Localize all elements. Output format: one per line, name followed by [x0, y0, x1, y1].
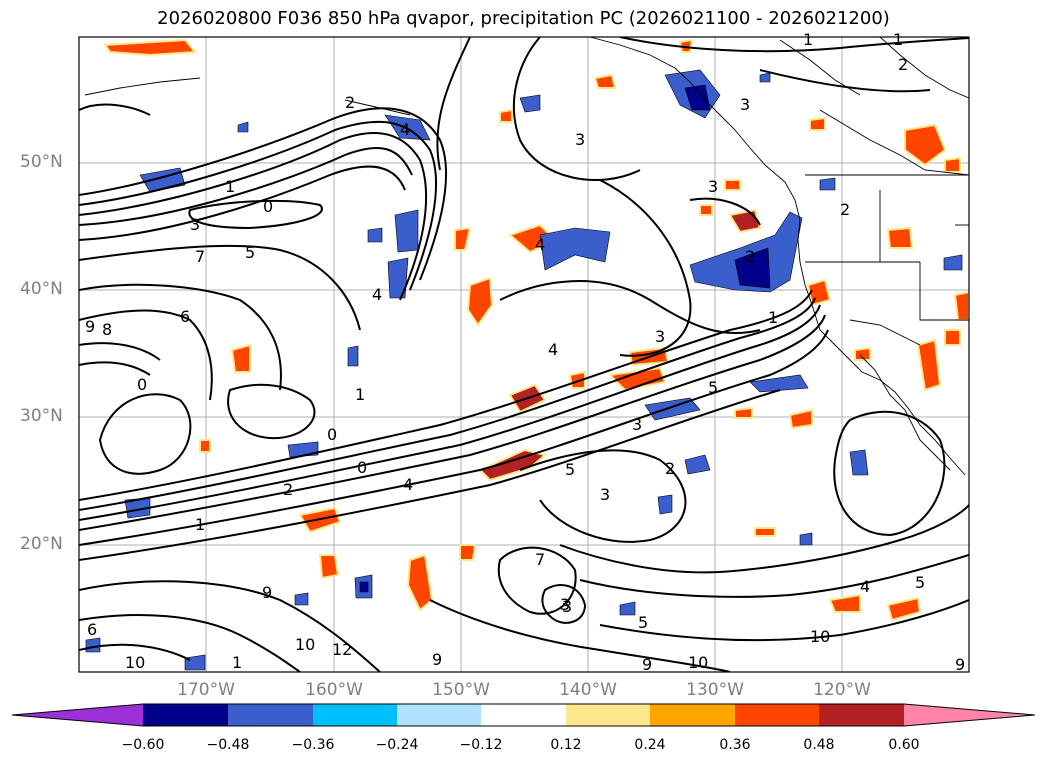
- colorbar-swatch: [650, 704, 735, 726]
- contour-label: 10: [810, 627, 830, 646]
- colorbar-extend-min: [12, 704, 143, 726]
- lon-label: 170°W: [177, 680, 235, 700]
- contour-label: 10: [688, 653, 708, 672]
- coastlines: [84, 37, 969, 476]
- lon-label: 130°W: [686, 680, 744, 700]
- contour-label: 2: [345, 93, 355, 112]
- contour-label: 12: [332, 640, 352, 659]
- contour-label: 4: [860, 577, 870, 596]
- contour-label: 0: [263, 197, 273, 216]
- contours: [79, 37, 969, 672]
- colorbar-tick-label: 0.24: [634, 737, 666, 753]
- map-background: [79, 37, 969, 672]
- contour-label: 3: [190, 215, 200, 234]
- contour-label: 5: [708, 378, 718, 397]
- contour-label-layer: 1 1 2 3 3 3 0 1 2 3 5 7 6 4 8 9 0 0 0 1 …: [85, 30, 965, 674]
- colorbar-swatch: [228, 704, 313, 726]
- contour-label: 2: [840, 200, 850, 219]
- contour-label: 0: [137, 375, 147, 394]
- contour-label: 7: [535, 550, 545, 569]
- contour-label: 4: [548, 340, 558, 359]
- contour-label: 7: [195, 247, 205, 266]
- contour-label: 1: [225, 177, 235, 196]
- contour-label: 4: [400, 120, 410, 139]
- colorbar-swatch: [735, 704, 819, 726]
- contour-label: 3: [560, 595, 570, 614]
- contour-label: 0: [357, 458, 367, 477]
- colorbar: [11, 703, 1036, 727]
- colorbar-extend-max: [904, 704, 1035, 726]
- contour-label: 2: [745, 247, 755, 266]
- colorbar-tick-label: −0.12: [459, 737, 503, 753]
- contour-label: 9: [85, 317, 95, 336]
- contour-label: 1: [768, 308, 778, 327]
- contour-label: 5: [915, 573, 925, 592]
- contour-label: 3: [708, 177, 718, 196]
- colorbar-swatch: [481, 704, 566, 726]
- colorbar-tick-label: 0.60: [888, 737, 920, 753]
- lat-label: 40°N: [20, 279, 63, 299]
- lon-label: 150°W: [432, 680, 490, 700]
- colorbar-tick-label: 0.48: [803, 737, 835, 753]
- contour-label: 3: [562, 597, 572, 616]
- precip-negative: [85, 69, 963, 671]
- contour-label: 1: [232, 653, 242, 672]
- contour-label: 3: [575, 130, 585, 149]
- contour-label: 2: [665, 459, 675, 478]
- contour-label: 6: [180, 307, 190, 326]
- contour-label: 9: [432, 650, 442, 669]
- contour-label: 1: [893, 30, 903, 49]
- lon-label: 160°W: [305, 680, 363, 700]
- contour-label: 2: [898, 55, 908, 74]
- contour-label: 0: [327, 425, 337, 444]
- contour-label: 4: [372, 285, 382, 304]
- contour-label: 1: [355, 385, 365, 404]
- contour-label: 5: [638, 613, 648, 632]
- lat-label: 20°N: [20, 534, 63, 554]
- colorbar-swatch: [143, 704, 228, 726]
- contour-label: 9: [262, 583, 272, 602]
- contour-label: 3: [600, 485, 610, 504]
- colorbar-swatch: [397, 704, 481, 726]
- contour-label: 3: [655, 327, 665, 346]
- contour-label: 9: [955, 655, 965, 674]
- contour-label: 4: [403, 475, 413, 494]
- contour-label: 2: [283, 480, 293, 499]
- contour-label: 1: [195, 515, 205, 534]
- colorbar-tick-label: −0.48: [206, 737, 250, 753]
- contour-label: 1: [803, 30, 813, 49]
- colorbar-tick-label: 0.36: [719, 737, 751, 753]
- lat-label: 50°N: [20, 152, 63, 172]
- lat-label: 30°N: [20, 406, 63, 426]
- colorbar-swatch: [566, 704, 650, 726]
- contour-label: 4: [535, 235, 545, 254]
- lon-label: 140°W: [559, 680, 617, 700]
- contour-label: 3: [632, 415, 642, 434]
- colorbar-outline: [11, 703, 1036, 727]
- map-frame: [78, 36, 970, 673]
- lon-label: 120°W: [813, 680, 871, 700]
- contour-label: 9: [642, 655, 652, 674]
- contour-label: 5: [565, 460, 575, 479]
- colorbar-tick-label: −0.60: [121, 737, 165, 753]
- map-title: 2026020800 F036 850 hPa qvapor, precipit…: [157, 8, 890, 29]
- colorbar-tick-label: 0.12: [550, 737, 582, 753]
- colorbar-swatch: [819, 704, 904, 726]
- contour-label: 10: [125, 653, 145, 672]
- contour-label: 10: [295, 635, 315, 654]
- colorbar-swatch: [313, 704, 397, 726]
- colorbar-tick-label: −0.24: [375, 737, 419, 753]
- contour-label: 8: [102, 320, 112, 339]
- contour-label: 5: [245, 243, 255, 262]
- contour-label: 3: [740, 95, 750, 114]
- contour-label: 6: [87, 620, 97, 639]
- colorbar-tick-label: −0.36: [291, 737, 335, 753]
